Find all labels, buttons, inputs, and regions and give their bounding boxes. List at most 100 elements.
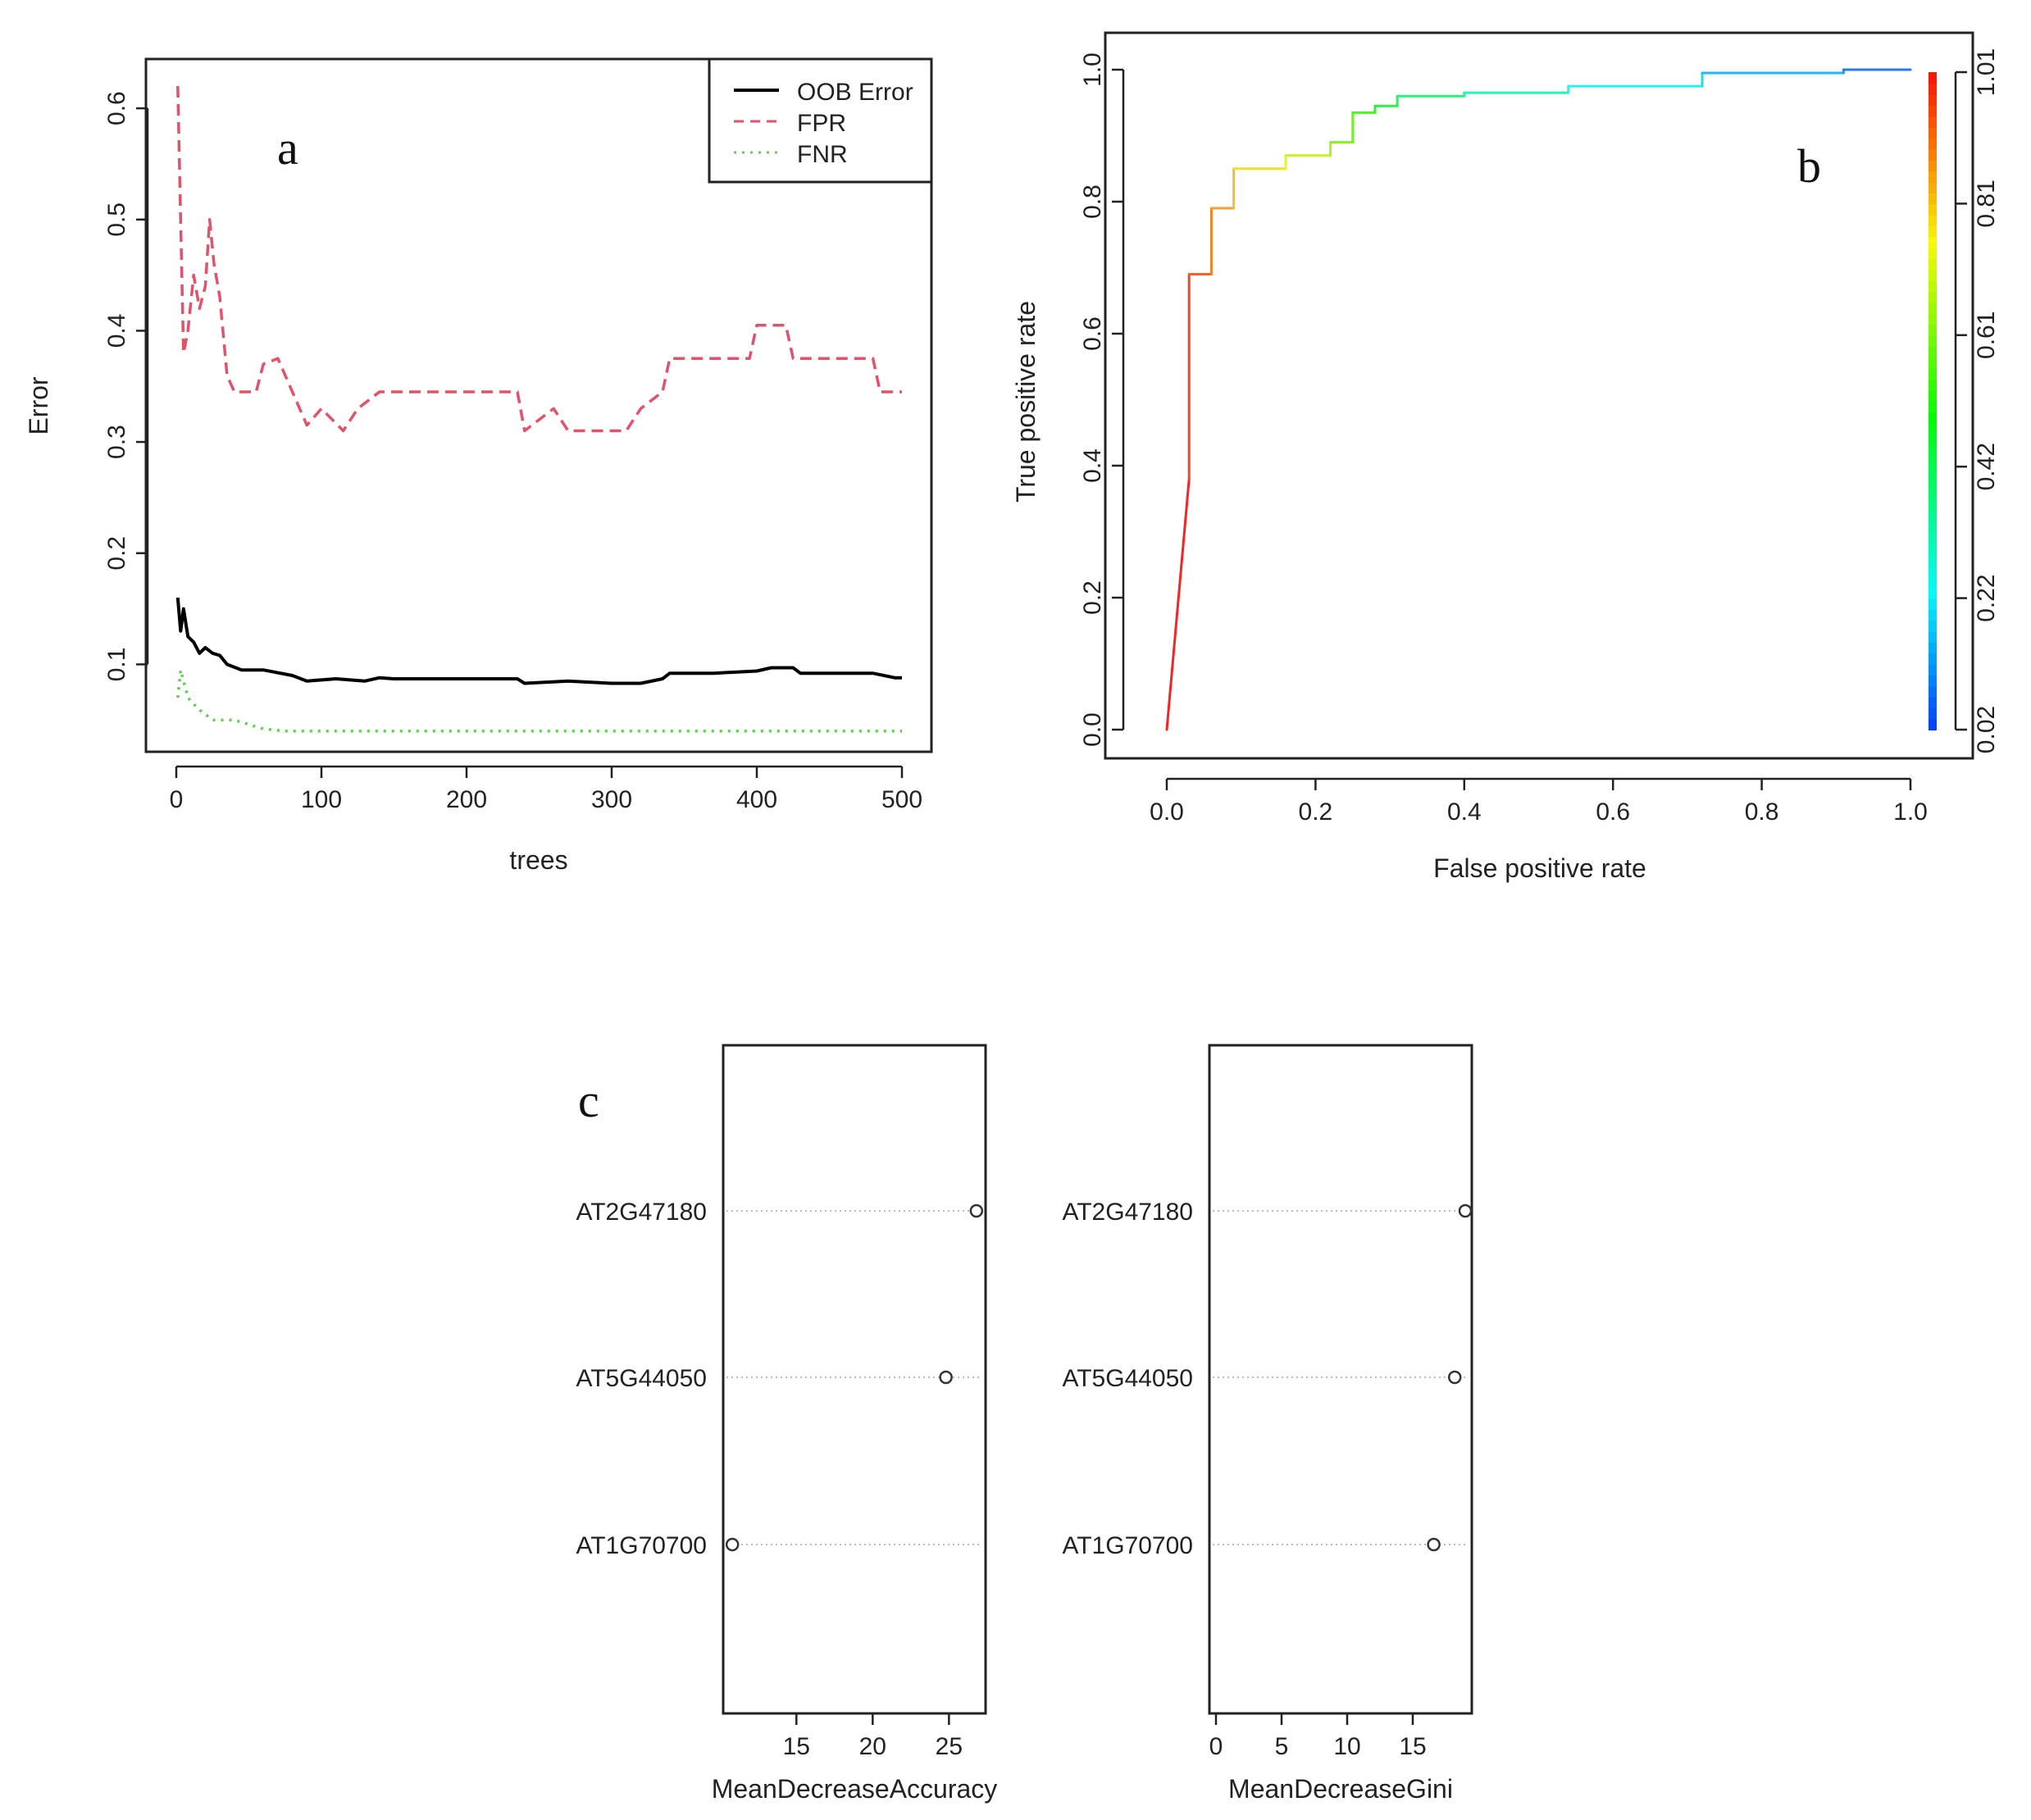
colorbar-band (1929, 193, 1937, 205)
panel-b-ytick-label: 0.2 (1079, 580, 1106, 615)
colorbar-band (1929, 203, 1937, 216)
colorbar-band (1929, 653, 1937, 665)
colorbar-band (1929, 510, 1937, 523)
roc-segment (1165, 477, 1191, 731)
panel-b-xtick-label: 1.0 (1893, 799, 1928, 826)
colorbar-band (1929, 389, 1937, 402)
panel-b-ytick-label: 0.6 (1079, 316, 1106, 351)
colorbar-tick-label: 0.61 (1973, 312, 2000, 359)
panel-b-ytick-label: 0.4 (1079, 448, 1106, 483)
panel-a-series (175, 85, 902, 733)
colorbar-band (1929, 159, 1937, 172)
panel-a-xtick-label: 0 (170, 786, 184, 813)
colorbar-band (1929, 291, 1937, 303)
colorbar-band (1929, 93, 1937, 107)
colorbar-band (1929, 72, 1937, 84)
panel-a-xtick-label: 300 (591, 786, 632, 813)
colorbar-band (1929, 620, 1937, 632)
panel-a-ytick-label: 0.2 (103, 536, 130, 571)
colorbar-band (1929, 324, 1937, 336)
gene-label: AT2G47180 (576, 1199, 707, 1226)
panel-b-xtick-label: 0.8 (1745, 799, 1779, 826)
panel-b-ylabel: True positive rate (1011, 301, 1041, 503)
gene-label: AT1G70700 (1062, 1532, 1193, 1559)
colorbar-band (1929, 565, 1937, 577)
legend-fnr-label: FNR (797, 141, 848, 168)
panel-b-roc-curve (1165, 68, 1912, 731)
panel-b-ytick-label: 1.0 (1079, 52, 1106, 87)
panel-c-xtick-label: 20 (859, 1733, 886, 1760)
colorbar-band (1929, 357, 1937, 369)
panel-a-ytick-label: 0.1 (103, 648, 130, 682)
panel-c-xtick-label: 15 (1399, 1733, 1426, 1760)
colorbar-band (1929, 642, 1937, 654)
importance-point (725, 1537, 740, 1552)
panel-a-ylabel: Error (24, 376, 53, 435)
colorbar-band (1929, 708, 1937, 720)
panel-b-ytick-label: 0.8 (1079, 184, 1106, 219)
panel-b-xlabel: False positive rate (1433, 853, 1646, 883)
colorbar-band (1929, 116, 1937, 128)
panel-b-xtick-label: 0.6 (1596, 799, 1630, 826)
panel-c-content: AT2G47180 AT5G44050 AT1G70700 15 20 25 AT2G471… (576, 1199, 1473, 1760)
colorbar-tick-label: 0.02 (1973, 706, 2000, 753)
importance-point (1427, 1537, 1441, 1552)
gene-label: AT5G44050 (1062, 1365, 1193, 1392)
colorbar-band (1929, 499, 1937, 512)
colorbar-band (1929, 587, 1937, 599)
panel-c-letter: c (578, 1074, 599, 1127)
colorbar-band (1929, 488, 1937, 501)
colorbar-band (1929, 126, 1937, 139)
colorbar-band (1929, 477, 1937, 489)
colorbar-band (1929, 334, 1937, 348)
colorbar-band (1929, 367, 1937, 380)
panel-b-frame (1104, 31, 1974, 760)
colorbar-band (1929, 521, 1937, 534)
importance-point (1458, 1203, 1473, 1218)
panel-c2-xlabel: MeanDecreaseGini (1228, 1774, 1453, 1804)
series-fpr (176, 85, 902, 433)
colorbar-tick-label: 0.22 (1973, 574, 2000, 621)
panel-b-xtick-label: 0.4 (1447, 799, 1482, 826)
panel-c2-frame (1208, 1044, 1473, 1715)
colorbar-band (1929, 313, 1937, 325)
colorbar-band (1929, 280, 1937, 293)
colorbar-band (1929, 718, 1937, 730)
gene-label: AT2G47180 (1062, 1199, 1193, 1226)
colorbar-band (1929, 379, 1937, 391)
importance-point (969, 1203, 984, 1218)
colorbar-band (1929, 269, 1937, 281)
colorbar-band (1929, 444, 1937, 457)
panel-b-xtick-label: 0.0 (1150, 799, 1184, 826)
colorbar-band (1929, 543, 1937, 556)
colorbar-band (1929, 225, 1937, 238)
colorbar-band (1929, 83, 1937, 95)
series-fnr (176, 668, 902, 733)
colorbar-band (1929, 455, 1937, 468)
panel-a-ytick-label: 0.5 (103, 202, 130, 237)
series-oob-error (175, 597, 902, 685)
panel-a-frame (144, 57, 933, 753)
importance-point (939, 1370, 953, 1385)
colorbar-band (1929, 181, 1937, 194)
panel-a-xtick-label: 500 (881, 786, 922, 813)
panel-a-xlabel: trees (509, 845, 567, 875)
panel-b-colorbar: 0.02 0.22 0.42 0.61 0.81 1.01 (1929, 48, 2000, 753)
panel-c-xtick-label: 5 (1275, 1733, 1289, 1760)
panel-c1-xlabel: MeanDecreaseAccuracy (712, 1774, 998, 1804)
colorbar-band (1929, 214, 1937, 227)
gene-label: AT5G44050 (576, 1365, 707, 1392)
panel-a-axes: 0 100 200 300 400 500 0.1 0.2 0.3 0.4 0.5 0.6 (103, 91, 922, 813)
legend-fpr-label: FPR (797, 110, 846, 137)
panel-a-ytick-label: 0.3 (103, 425, 130, 459)
importance-point (1447, 1370, 1462, 1385)
panel-b-ytick-label: 0.0 (1079, 712, 1106, 747)
colorbar-band (1929, 576, 1937, 589)
panel-c-xtick-label: 15 (783, 1733, 810, 1760)
panel-b-letter: b (1797, 139, 1821, 193)
colorbar-band (1929, 401, 1937, 413)
colorbar-band (1929, 608, 1937, 621)
panel-a-legend: OOB Error FPR FNR (708, 57, 933, 184)
colorbar-band (1929, 247, 1937, 260)
